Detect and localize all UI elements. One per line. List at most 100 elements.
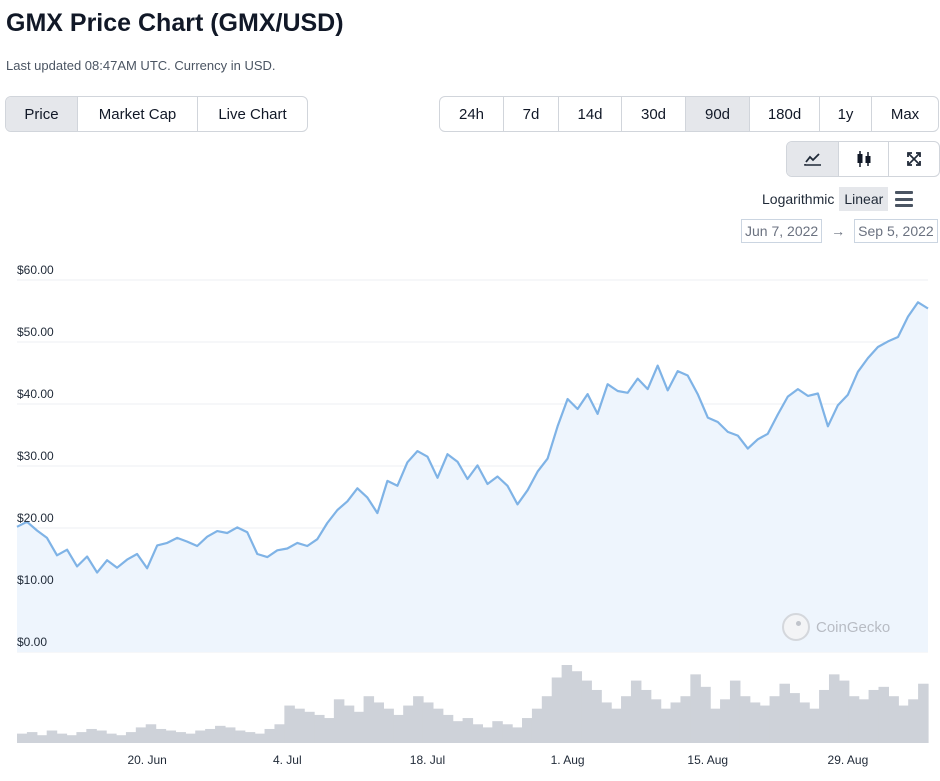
volume-bar (452, 721, 464, 743)
x-axis-tick-label: 18. Jul (410, 753, 445, 767)
range-14d[interactable]: 14d (559, 97, 622, 131)
range-7d[interactable]: 7d (504, 97, 559, 131)
volume-bar (274, 724, 285, 743)
volume-bar (492, 721, 503, 743)
price-chart[interactable]: $0.00 $10.00 $20.00 $30.00 $40.00 $50.00 $60.0… (0, 255, 940, 781)
volume-bar (205, 728, 216, 743)
volume-bar (363, 696, 375, 743)
volume-bar (244, 732, 256, 743)
range-90d[interactable]: 90d (686, 97, 750, 131)
volume-bar (749, 702, 761, 743)
volume-bar (175, 732, 186, 743)
tab-price[interactable]: Price (6, 97, 78, 131)
volume-bar (442, 714, 454, 743)
line-chart-button[interactable] (787, 142, 839, 176)
y-axis-tick-label: $30.00 (17, 449, 54, 463)
volume-bar (522, 718, 533, 743)
volume-bar (700, 686, 711, 743)
volume-bar (294, 708, 305, 743)
date-from-input[interactable]: Jun 7, 2022 (741, 219, 823, 243)
volume-bar (165, 730, 177, 743)
volume-bar (373, 702, 384, 743)
volume-bar (898, 705, 909, 743)
watermark-text: CoinGecko (816, 618, 891, 636)
range-180d[interactable]: 180d (750, 97, 820, 131)
volume-bar (551, 677, 563, 743)
scale-logarithmic[interactable]: Logarithmic (762, 191, 835, 207)
volume-bar (56, 733, 68, 743)
volume-bar (76, 732, 87, 743)
volume-bar (650, 699, 662, 743)
volume-bar (789, 693, 800, 743)
page-title: GMX Price Chart (GMX/USD) (6, 9, 344, 37)
volume-bar (809, 708, 820, 743)
volume-bar (729, 680, 741, 743)
fullscreen-button[interactable] (889, 142, 939, 176)
tab-live-chart[interactable]: Live Chart (218, 105, 287, 123)
hamburger-menu-icon[interactable] (895, 191, 914, 207)
y-axis-tick-label: $0.00 (17, 635, 47, 649)
range-1y[interactable]: 1y (820, 97, 872, 131)
y-axis-tick-label: $10.00 (17, 573, 54, 587)
volume-bar (918, 683, 929, 743)
volume-bar (185, 733, 196, 743)
volume-bar (848, 696, 860, 743)
y-axis-tick-label: $50.00 (17, 325, 54, 339)
volume-bar (145, 724, 157, 743)
y-axis-tick-label: $20.00 (17, 511, 54, 525)
volume-bar (878, 686, 889, 743)
volume-bar (96, 730, 107, 743)
volume-bar (591, 689, 602, 743)
candlestick-button[interactable] (839, 142, 889, 176)
volume-bar (215, 725, 226, 743)
volume-bar (799, 702, 810, 743)
volume-bar (403, 705, 414, 743)
volume-bar (759, 705, 771, 743)
tab-market-cap[interactable]: Market Cap (78, 97, 198, 131)
range-30d[interactable]: 30d (622, 97, 686, 131)
volume-bar (314, 714, 325, 743)
range-24h[interactable]: 24h (440, 97, 504, 131)
volume-bar (333, 699, 345, 743)
volume-bar (819, 689, 830, 743)
volume-bar (630, 680, 642, 743)
y-axis-tick-label: $40.00 (17, 387, 54, 401)
date-to-input[interactable]: Sep 5, 2022 (854, 219, 938, 243)
y-axis-tick-label: $60.00 (17, 263, 54, 277)
volume-bar (254, 733, 266, 743)
volume-bar (621, 696, 632, 743)
coingecko-watermark: CoinGecko (782, 613, 890, 641)
volume-bar (462, 718, 474, 743)
volume-bar (660, 708, 672, 743)
volume-bar (779, 683, 790, 743)
x-axis-tick-label: 29. Aug (828, 753, 869, 767)
volume-bar (46, 730, 58, 743)
volume-bar (561, 665, 573, 743)
volume-bar (36, 735, 48, 743)
volume-bar (125, 732, 137, 743)
x-axis-tick-label: 1. Aug (551, 753, 585, 767)
volume-bar (323, 718, 335, 743)
volume-bar (571, 671, 583, 743)
volume-bar (86, 728, 97, 743)
volume-bar (116, 735, 127, 743)
price-line (16, 301, 929, 574)
volume-bar (393, 714, 404, 743)
volume-bar (531, 708, 543, 743)
scale-linear[interactable]: Linear (839, 187, 889, 211)
range-max[interactable]: Max (890, 105, 920, 123)
volume-bar (838, 680, 850, 743)
volume-bar (680, 696, 691, 743)
volume-bar (720, 699, 731, 743)
volume-bar (353, 711, 365, 743)
x-axis-tick-label: 4. Jul (273, 753, 302, 767)
volume-bar (422, 702, 434, 743)
line-chart-icon (803, 153, 821, 166)
volume-bar (710, 708, 721, 743)
volume-bar (224, 727, 236, 743)
volume-bar (413, 696, 424, 743)
volume-bar (383, 708, 394, 743)
volume-bar (106, 733, 117, 743)
x-axis-tick-label: 15. Aug (687, 753, 728, 767)
view-tab-group: Price Market Cap Live Chart (5, 96, 308, 132)
